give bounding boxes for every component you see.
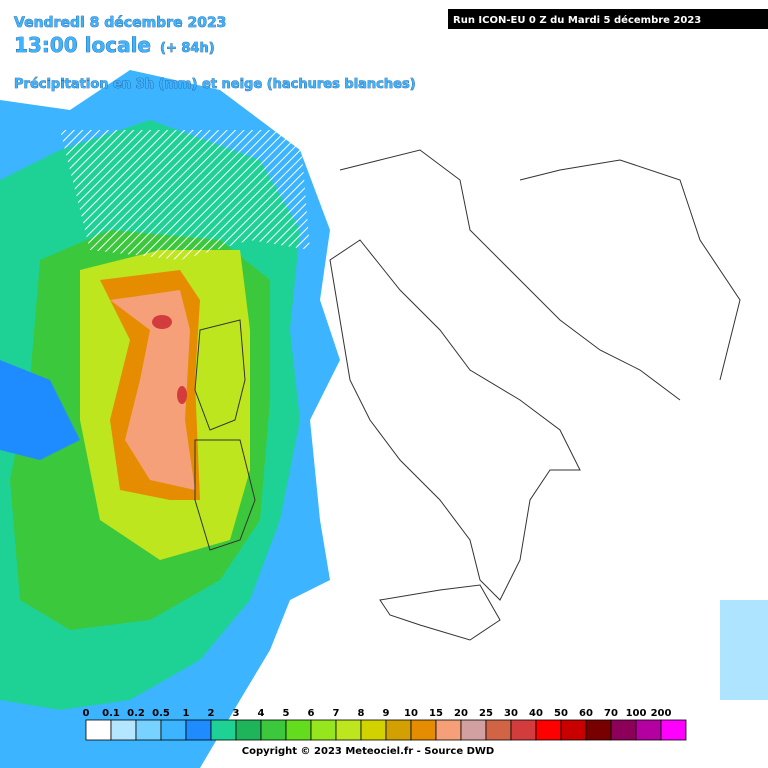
legend-swatch <box>460 719 487 741</box>
legend-label: 15 <box>429 708 443 719</box>
copyright: Copyright © 2023 Meteociel.fr - Source D… <box>242 746 494 757</box>
legend-label: 9 <box>383 708 390 719</box>
legend-label: 50 <box>554 708 568 719</box>
legend-label: 20 <box>454 708 468 719</box>
lead-time: (+ 84h) <box>160 41 215 56</box>
legend-swatch <box>235 719 262 741</box>
legend-label: 4 <box>258 708 265 719</box>
precipitation <box>0 70 768 768</box>
legend-swatch <box>185 719 212 741</box>
legend-swatch <box>310 719 337 741</box>
legend: 0 0.1 0.2 0.5 1 2 3 4 5 6 7 8 9 10 15 20 25 30 40 50 60 70 100… <box>83 708 687 741</box>
date: Vendredi 8 décembre 2023 <box>14 15 226 31</box>
run-info: Run ICON-EU 0 Z du Mardi 5 décembre 2023 <box>453 14 701 26</box>
legend-label: 6 <box>308 708 315 719</box>
legend-label: 40 <box>529 708 543 719</box>
legend-label: 10 <box>404 708 418 719</box>
legend-swatch <box>160 719 187 741</box>
legend-swatch <box>135 719 162 741</box>
legend-label: 60 <box>579 708 593 719</box>
legend-swatch <box>260 719 287 741</box>
legend-label: 0.2 <box>127 708 145 719</box>
legend-swatch <box>360 719 387 741</box>
legend-swatch <box>285 719 312 741</box>
legend-swatch <box>510 719 537 741</box>
legend-swatch <box>210 719 237 741</box>
legend-swatch <box>585 719 612 741</box>
legend-swatch <box>485 719 512 741</box>
legend-label: 100 <box>626 708 647 719</box>
legend-swatch <box>335 719 362 741</box>
legend-swatch <box>635 719 662 741</box>
legend-label: 3 <box>233 708 240 719</box>
run-box <box>448 9 768 29</box>
legend-swatch <box>610 719 637 741</box>
legend-swatch <box>385 719 412 741</box>
subtitle: Précipitation en 3h (mm) et neige (hachu… <box>14 77 416 92</box>
legend-swatch <box>410 719 437 741</box>
legend-swatch <box>660 719 687 741</box>
legend-label: 0.5 <box>152 708 170 719</box>
legend-swatch <box>560 719 587 741</box>
legend-label: 7 <box>333 708 340 719</box>
legend-swatch <box>110 719 137 741</box>
legend-label: 70 <box>604 708 618 719</box>
legend-swatch <box>85 719 112 741</box>
legend-label: 25 <box>479 708 493 719</box>
legend-label: 1 <box>183 708 190 719</box>
legend-label: 8 <box>358 708 365 719</box>
legend-swatch <box>435 719 462 741</box>
legend-label: 0 <box>83 708 90 719</box>
legend-label: 0.1 <box>102 708 120 719</box>
legend-label: 200 <box>651 708 672 719</box>
legend-label: 30 <box>504 708 518 719</box>
time: 13:00 locale <box>14 33 151 57</box>
legend-label: 5 <box>283 708 290 719</box>
legend-swatch <box>535 719 562 741</box>
coastlines <box>194 149 741 641</box>
legend-label: 2 <box>208 708 215 719</box>
